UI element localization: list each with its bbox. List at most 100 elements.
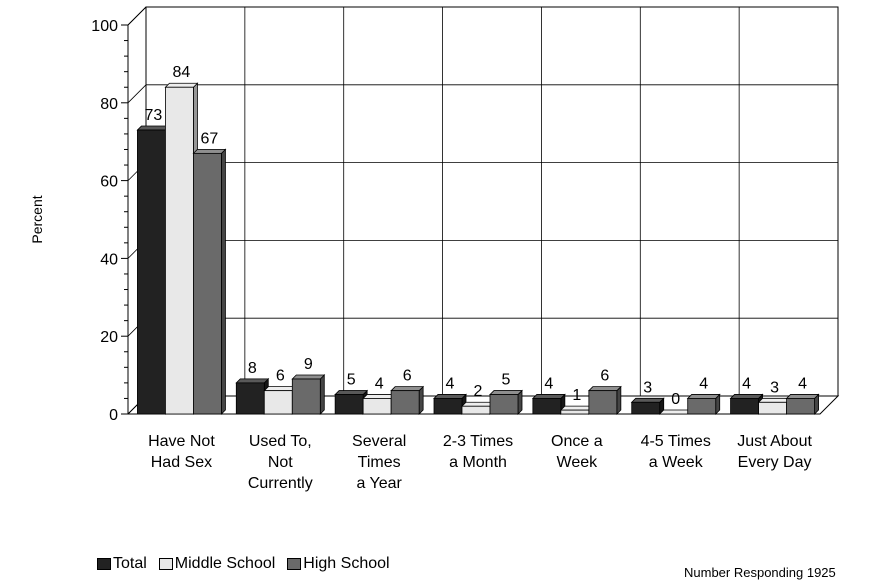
legend-label-middle-school: Middle School (175, 555, 276, 573)
x-tick-label: Had Sex (151, 454, 212, 471)
y-tick-label: 60 (100, 174, 118, 191)
data-label-middle-school: 3 (770, 379, 779, 396)
bar-middle-school (165, 87, 193, 414)
data-label-high-school: 9 (304, 356, 313, 373)
bar-total (335, 395, 363, 414)
bar-top-middle-school (561, 406, 593, 410)
data-label-total: 4 (544, 375, 553, 392)
bar-top-high-school (688, 394, 720, 398)
bar-side-high-school (320, 375, 324, 414)
x-tick-label: Currently (248, 475, 313, 492)
data-label-high-school: 5 (502, 372, 511, 389)
bar-top-total (335, 391, 367, 395)
data-label-high-school: 4 (798, 375, 807, 392)
legend-item-high-school: High School (287, 555, 389, 573)
data-label-total: 4 (742, 375, 751, 392)
data-label-middle-school: 4 (375, 375, 384, 392)
data-label-middle-school: 2 (474, 383, 483, 400)
bar-top-high-school (193, 149, 225, 153)
bar-top-total (137, 126, 169, 130)
x-tick-label: Once a (551, 433, 603, 450)
y-tick-label: 20 (100, 329, 118, 346)
bar-top-middle-school (759, 398, 791, 402)
y-tick-label: 100 (91, 18, 118, 35)
bar-total (236, 383, 264, 414)
x-tick-label: a Week (649, 454, 704, 471)
x-tick-label: Times (358, 454, 401, 471)
bar-middle-school (363, 398, 391, 414)
back-wall (146, 7, 838, 396)
bar-total (731, 398, 759, 414)
legend-item-middle-school: Middle School (159, 555, 276, 573)
bar-top-total (236, 379, 268, 383)
bar-high-school (193, 153, 221, 414)
bar-top-middle-school (660, 410, 692, 414)
x-tick-label: Several (352, 433, 406, 450)
bar-top-middle-school (165, 83, 197, 87)
legend-label-high-school: High School (303, 555, 389, 573)
x-tick-label: Not (268, 454, 293, 471)
y-tick-label: 0 (109, 407, 118, 424)
data-label-middle-school: 0 (671, 391, 680, 408)
data-label-high-school: 67 (201, 130, 219, 147)
bar-top-high-school (490, 391, 522, 395)
bar-high-school (490, 395, 518, 414)
y-axis-top (128, 7, 146, 25)
data-label-total: 5 (347, 372, 356, 389)
x-tick-label: 4-5 Times (641, 433, 711, 450)
data-label-total: 4 (446, 375, 455, 392)
bar-total (137, 130, 165, 414)
legend-swatch-total (97, 558, 111, 570)
x-tick-label: Week (557, 454, 599, 471)
bar-top-middle-school (363, 394, 395, 398)
bar-top-total (533, 394, 565, 398)
bar-middle-school (759, 402, 787, 414)
bar-side-high-school (419, 387, 423, 414)
bar-total (533, 398, 561, 414)
data-label-middle-school: 6 (276, 368, 285, 385)
bar-top-high-school (292, 375, 324, 379)
data-label-middle-school: 1 (572, 387, 581, 404)
bar-top-high-school (787, 394, 819, 398)
data-label-high-school: 4 (699, 375, 708, 392)
bar-top-high-school (589, 387, 621, 391)
bar-top-middle-school (264, 387, 296, 391)
legend-label-total: Total (113, 555, 147, 573)
bar-side-high-school (221, 149, 225, 414)
bar-total (434, 398, 462, 414)
x-tick-label: Every Day (738, 454, 812, 471)
y-tick-label: 40 (100, 251, 118, 268)
bar-side-high-school (617, 387, 621, 414)
x-tick-label: a Month (449, 454, 507, 471)
x-tick-label: 2-3 Times (443, 433, 513, 450)
data-label-middle-school: 84 (173, 64, 191, 81)
data-label-total: 3 (643, 379, 652, 396)
bar-top-total (632, 398, 664, 402)
bar-high-school (292, 379, 320, 414)
legend: Total Middle School High School (97, 555, 402, 573)
bar-high-school (688, 398, 716, 414)
data-label-high-school: 6 (403, 368, 412, 385)
y-axis-title: Percent (29, 195, 45, 243)
legend-swatch-high-school (287, 558, 301, 570)
legend-swatch-middle-school (159, 558, 173, 570)
bar-total (632, 402, 660, 414)
bar-high-school (589, 391, 617, 414)
number-responding-note: Number Responding 1925 (684, 565, 836, 580)
x-tick-label: Just About (737, 433, 812, 450)
bar-high-school (787, 398, 815, 414)
bar-middle-school (462, 406, 490, 414)
bar-middle-school (561, 410, 589, 414)
x-tick-label: Used To, (249, 433, 312, 450)
data-label-total: 8 (248, 360, 257, 377)
legend-item-total: Total (97, 555, 147, 573)
bar-top-middle-school (462, 402, 494, 406)
y-tick-label: 80 (100, 96, 118, 113)
x-tick-label: a Year (356, 475, 402, 492)
data-label-high-school: 6 (600, 368, 609, 385)
bar-top-total (731, 394, 763, 398)
x-tick-label: Have Not (148, 433, 215, 450)
bar-high-school (391, 391, 419, 414)
bar-top-high-school (391, 387, 423, 391)
bar-middle-school (264, 391, 292, 414)
